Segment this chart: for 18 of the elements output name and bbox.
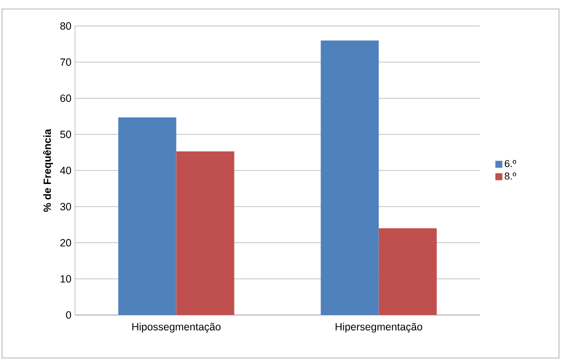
legend-label: 8.º <box>504 172 516 180</box>
bar <box>176 151 234 315</box>
y-tick-label: 60 <box>60 94 72 102</box>
bar <box>320 40 379 315</box>
y-axis-title: % de Frequência <box>43 128 54 212</box>
y-tick-label: 80 <box>60 22 72 30</box>
y-tick-label: 30 <box>60 202 72 210</box>
y-tick-label: 10 <box>60 275 72 283</box>
y-tick-label: 50 <box>60 130 72 138</box>
y-tick-label: 40 <box>60 166 72 174</box>
x-tick-label: Hipersegmentação <box>336 322 422 333</box>
y-tick-label: 70 <box>60 58 72 66</box>
y-tick-label: 0 <box>66 311 72 319</box>
y-tick-label: 20 <box>60 239 72 246</box>
x-tick-label: Hipossegmentação <box>132 322 221 333</box>
legend-label: 6.º <box>504 160 516 168</box>
bar <box>118 117 176 315</box>
bar <box>378 228 437 315</box>
